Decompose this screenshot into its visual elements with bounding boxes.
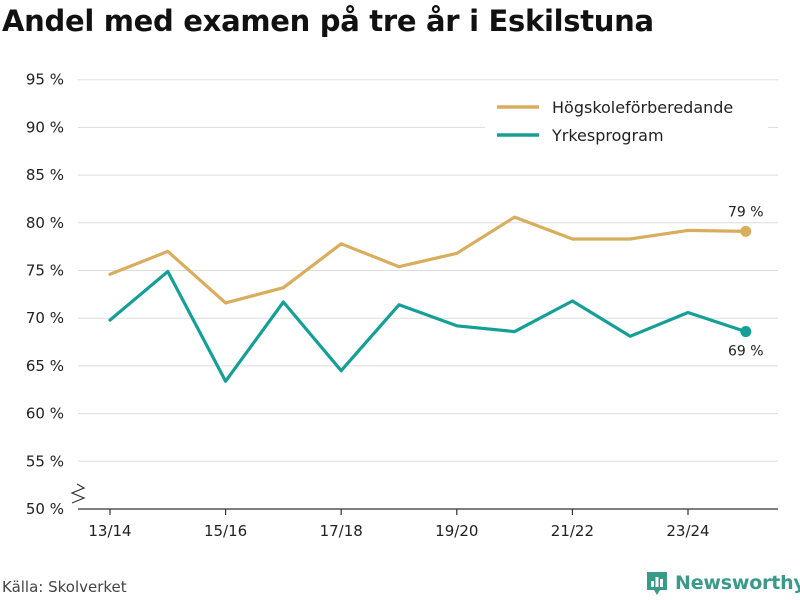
series-end-point-2 bbox=[740, 326, 752, 338]
y-tick-label: 75 % bbox=[26, 262, 64, 280]
y-axis: 50 % 55 % 60 % 65 % 70 % 75 % 80 % 85 % 90 % 95 % bbox=[26, 71, 86, 518]
newsworthy-logo-icon bbox=[647, 572, 667, 595]
series-line-1 bbox=[108, 215, 748, 305]
end-value-label-1: 79 % bbox=[728, 204, 764, 220]
y-tick-label: 90 % bbox=[26, 118, 64, 136]
y-tick-label: 70 % bbox=[26, 309, 64, 327]
y-tick-label: 65 % bbox=[26, 357, 64, 375]
gridlines bbox=[78, 79, 778, 462]
y-tick-label: 85 % bbox=[26, 166, 64, 184]
y-tick-label: 80 % bbox=[26, 214, 64, 232]
legend: Högskoleförberedande Yrkesprogram bbox=[485, 92, 768, 156]
x-tick-label: 17/18 bbox=[320, 522, 363, 540]
line-chart: 50 % 55 % 60 % 65 % 70 % 75 % 80 % 85 % 90 % 95 %… bbox=[26, 71, 778, 540]
legend-background bbox=[485, 92, 768, 156]
y-tick-label: 50 % bbox=[26, 500, 64, 518]
x-tick-label: 13/14 bbox=[88, 522, 131, 540]
legend-label-1: Högskoleförberedande bbox=[552, 98, 733, 117]
x-tick-label: 15/16 bbox=[204, 522, 247, 540]
brand-name: Newsworthy bbox=[675, 572, 800, 594]
brand-logo[interactable]: Newsworthy bbox=[645, 570, 800, 596]
y-tick-label: 95 % bbox=[26, 71, 64, 89]
end-value-label-2: 69 % bbox=[728, 344, 764, 360]
x-tick-label: 19/20 bbox=[435, 522, 478, 540]
series-end-point-1 bbox=[740, 225, 752, 237]
chart-title: Andel med examen på tre år i Eskilstuna bbox=[2, 4, 654, 38]
y-tick-label: 60 % bbox=[26, 405, 64, 423]
x-axis: 13/14 15/16 17/18 19/20 21/22 23/24 bbox=[78, 508, 778, 540]
series-line-2 bbox=[108, 269, 748, 383]
axis-break-icon bbox=[70, 483, 86, 504]
x-tick-label: 23/24 bbox=[666, 522, 709, 540]
source-note: Källa: Skolverket bbox=[2, 578, 127, 596]
y-tick-label: 55 % bbox=[26, 452, 64, 470]
series: 79 % 69 % bbox=[108, 204, 764, 383]
x-tick-label: 21/22 bbox=[551, 522, 594, 540]
legend-label-2: Yrkesprogram bbox=[551, 126, 664, 145]
